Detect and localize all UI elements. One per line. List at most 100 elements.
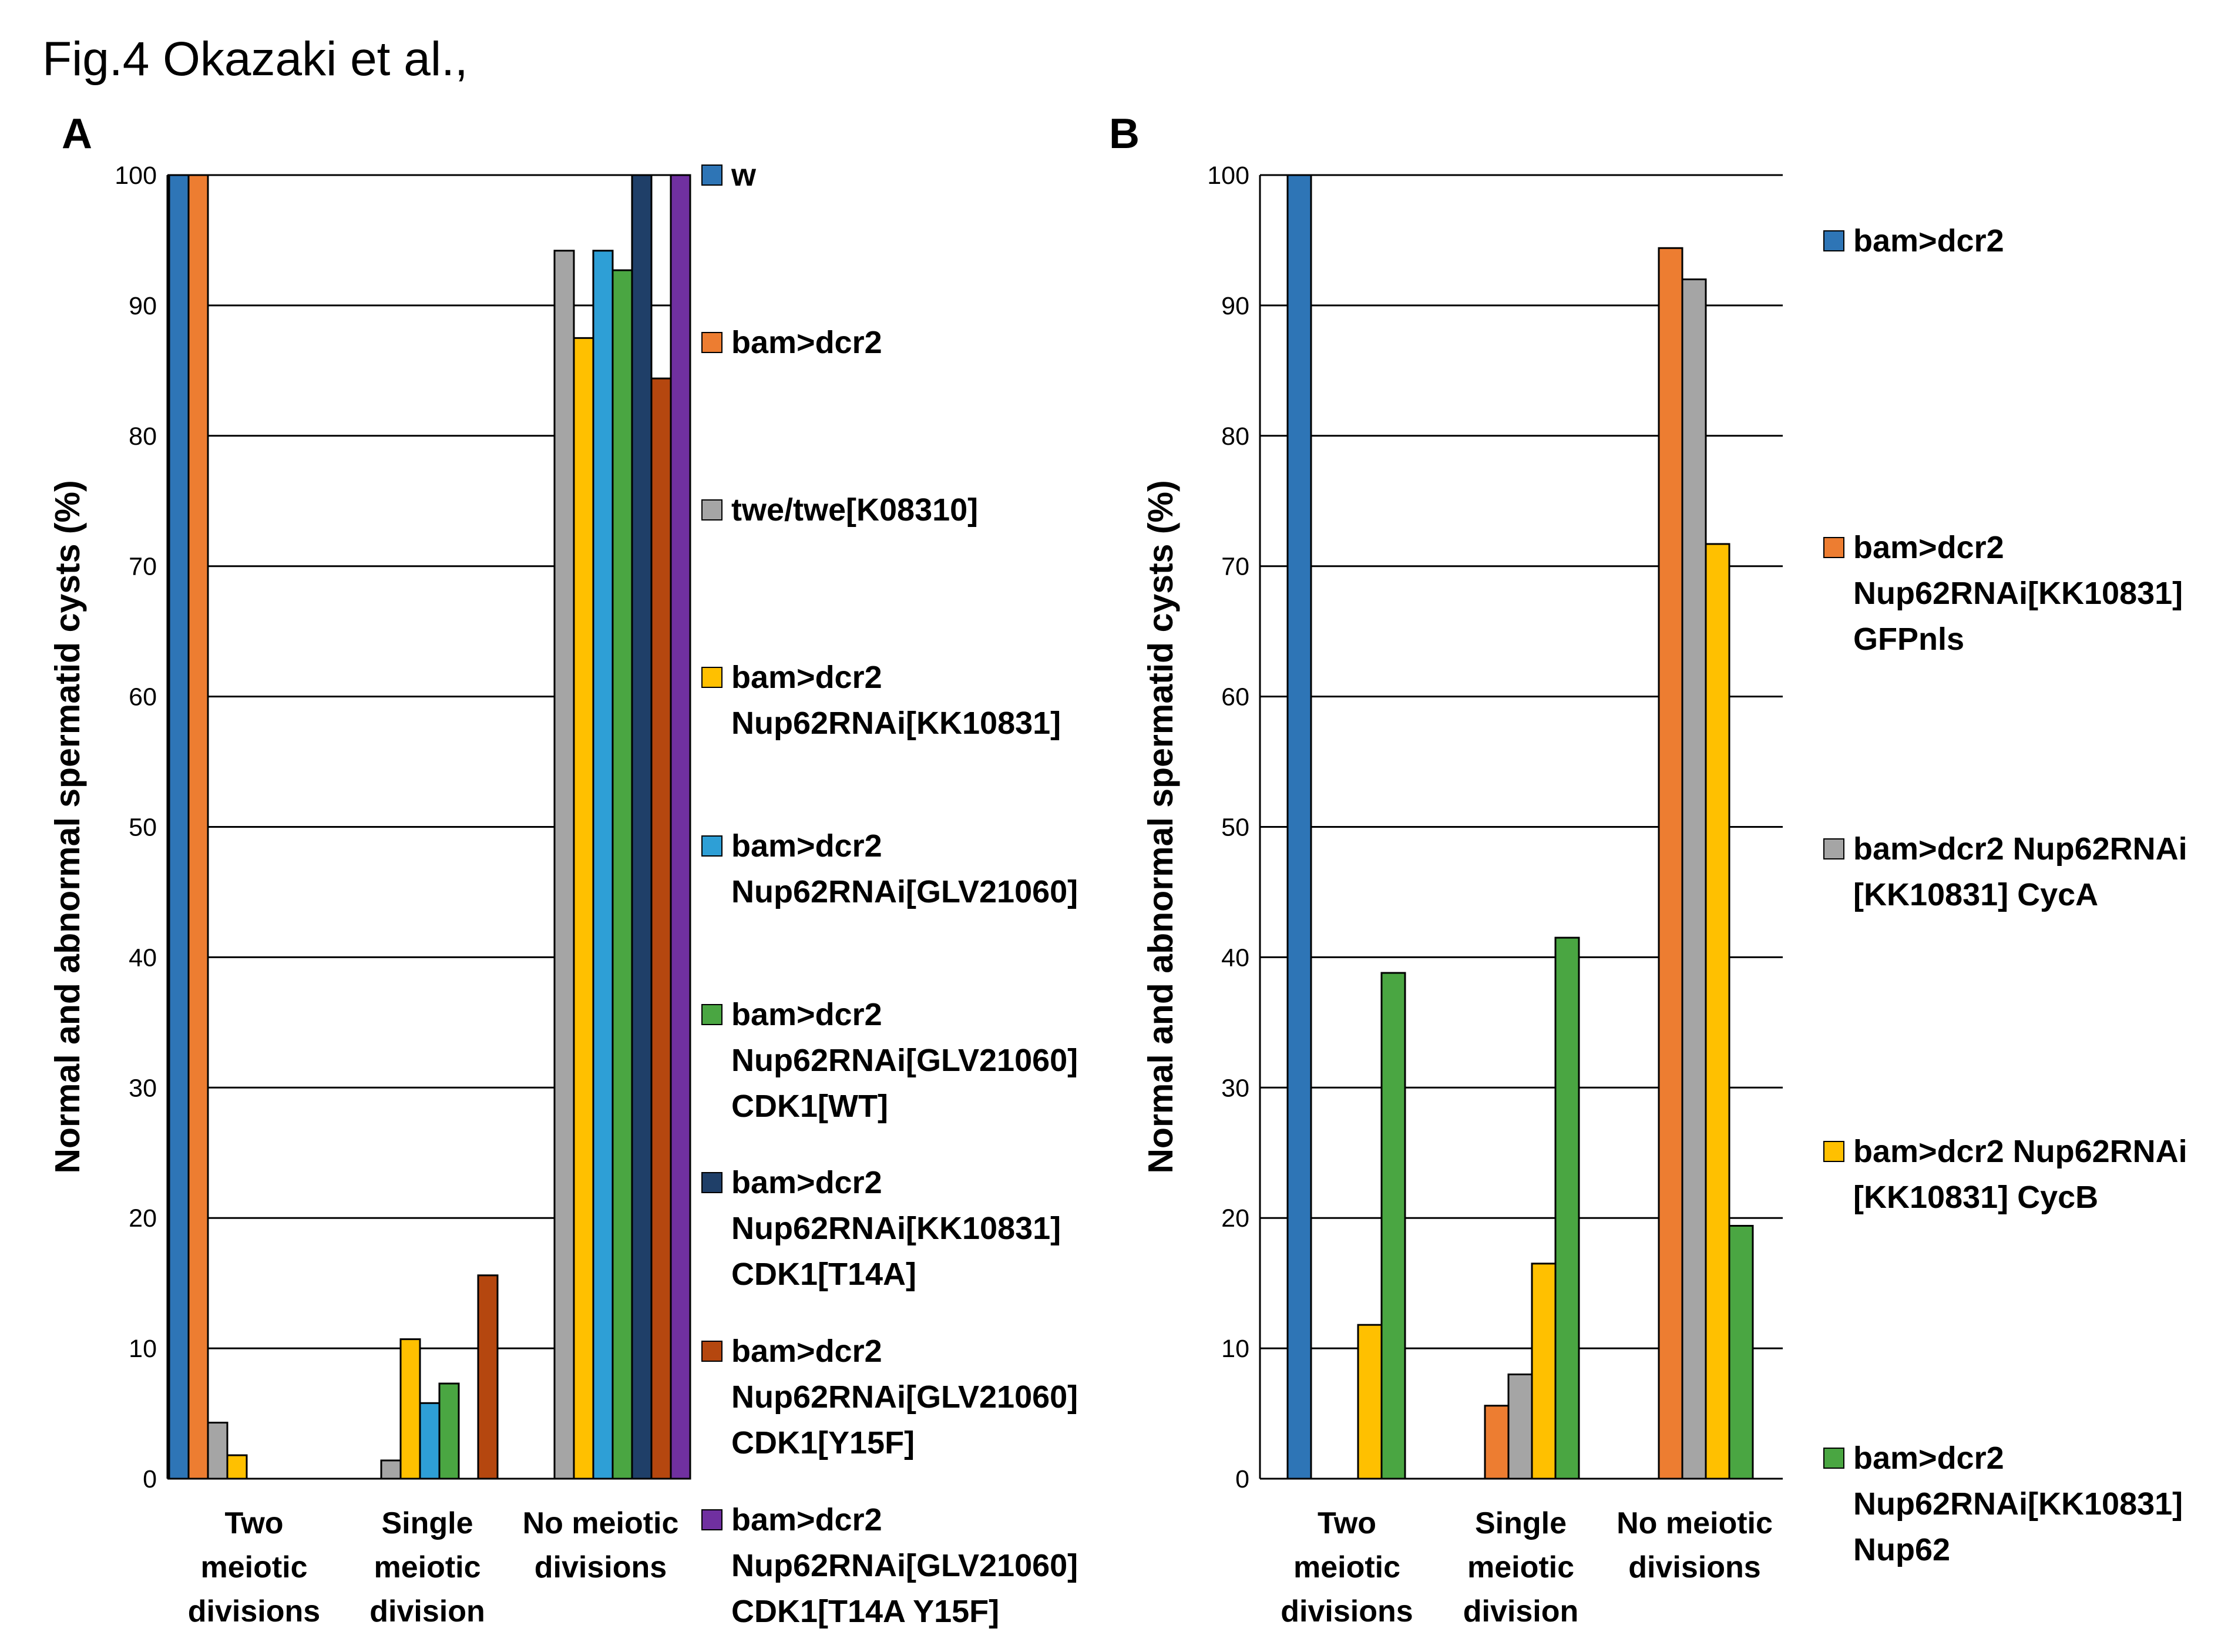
- legend-label: Nup62RNAi[KK10831]: [731, 1211, 1061, 1246]
- legend-label: CDK1[T14A Y15F]: [731, 1594, 999, 1629]
- y-tick-label: 50: [1221, 814, 1249, 842]
- y-tick-label: 80: [129, 422, 157, 451]
- legend-label: bam>dcr2: [1853, 530, 2004, 565]
- x-category-label: Single: [1475, 1506, 1567, 1540]
- x-category-label: meiotic: [1467, 1550, 1574, 1584]
- bar: [1507, 1373, 1533, 1480]
- legend-label: bam>dcr2: [731, 828, 882, 864]
- legend-label: Nup62RNAi[GLV21060]: [731, 1043, 1078, 1078]
- bar: [438, 1382, 460, 1480]
- y-tick-label: 70: [1221, 553, 1249, 581]
- bar: [419, 1402, 441, 1480]
- y-tick-label: 30: [129, 1074, 157, 1102]
- bar: [1705, 543, 1730, 1480]
- bar: [631, 174, 653, 1480]
- legend-swatch: [1823, 537, 1844, 558]
- x-category-label: meiotic: [374, 1550, 480, 1584]
- legend-label: Nup62RNAi[GLV21060]: [731, 1548, 1078, 1583]
- x-category-label: divisions: [1281, 1594, 1413, 1629]
- legend-label: bam>dcr2: [1853, 223, 2004, 258]
- y-tick-label: 0: [143, 1465, 157, 1493]
- y-tick-label: 90: [129, 292, 157, 320]
- y-tick-label: 20: [1221, 1204, 1249, 1233]
- chart-panel-a: 0 10 20 30 40 50 60 70 80 90 100 Normal and abnorma…: [48, 157, 1078, 1629]
- legend-label: bam>dcr2 Nup62RNAi: [1853, 1134, 2187, 1169]
- bar: [1681, 278, 1707, 1480]
- y-tick-label: 60: [129, 683, 157, 711]
- bar: [207, 1422, 228, 1480]
- legend-label: Nup62RNAi[KK10831]: [1853, 576, 2183, 611]
- y-tick-label: 90: [1221, 292, 1249, 320]
- y-tick-label: 70: [129, 553, 157, 581]
- legend-label: Nup62: [1853, 1532, 1950, 1567]
- bar: [573, 337, 594, 1480]
- y-tick-label: 60: [1221, 683, 1249, 711]
- bar: [1658, 247, 1683, 1480]
- legend-label: w: [731, 157, 757, 193]
- legend-label: bam>dcr2: [731, 1165, 882, 1200]
- bar: [1484, 1405, 1510, 1480]
- legend-label: [KK10831] CycA: [1853, 877, 2098, 912]
- y-tick-label: 100: [1207, 162, 1249, 190]
- legend-swatch: [1823, 1448, 1844, 1469]
- bar: [168, 174, 190, 1480]
- y-tick-label: 20: [129, 1204, 157, 1233]
- bar: [670, 174, 691, 1480]
- x-category-label: divisions: [535, 1550, 667, 1584]
- legend-label: bam>dcr2: [731, 660, 882, 695]
- legend-swatch: [701, 1172, 722, 1193]
- bar: [611, 269, 633, 1480]
- y-axis-title: Normal and abnormal spermatid cysts (%): [48, 480, 87, 1173]
- legend-label: bam>dcr2 Nup62RNAi: [1853, 831, 2187, 867]
- y-tick-label: 50: [129, 814, 157, 842]
- x-category-label: No meiotic: [1617, 1506, 1773, 1540]
- bar: [380, 1459, 402, 1480]
- legend-swatch: [701, 164, 722, 186]
- bar: [1286, 174, 1312, 1480]
- bar: [650, 377, 672, 1480]
- bar: [592, 250, 614, 1480]
- x-category-label: No meiotic: [523, 1506, 679, 1540]
- x-category-label: Two: [1318, 1506, 1376, 1540]
- y-tick-label: 40: [1221, 943, 1249, 972]
- legend-label: CDK1[Y15F]: [731, 1425, 915, 1460]
- panel-a-letter: A: [62, 110, 92, 157]
- bar: [1531, 1262, 1557, 1480]
- bar: [477, 1274, 499, 1480]
- bar: [187, 174, 209, 1480]
- bar: [1554, 936, 1580, 1480]
- legend-swatch: [1823, 230, 1844, 251]
- legend-label: bam>dcr2: [731, 325, 882, 360]
- legend-swatch: [701, 499, 722, 521]
- y-tick-label: 10: [129, 1335, 157, 1363]
- legend-label: bam>dcr2: [731, 1502, 882, 1537]
- y-tick-label: 0: [1235, 1465, 1249, 1493]
- chart-panel-b: 0 10 20 30 40 50 60 70 80 90 100 Normal and abnorma…: [1141, 162, 2187, 1629]
- legend-label: Nup62RNAi[KK10831]: [1853, 1486, 2183, 1522]
- x-category-label: Two: [224, 1506, 283, 1540]
- figure-title: Fig.4 Okazaki et al.,: [42, 32, 468, 86]
- legend-label: GFPnls: [1853, 622, 1964, 657]
- x-category-label: divisions: [188, 1594, 320, 1629]
- x-category-label: meiotic: [1293, 1550, 1400, 1584]
- bar: [226, 1454, 248, 1480]
- legend-swatch: [701, 835, 722, 857]
- bar: [1380, 972, 1406, 1480]
- legend-label: twe/twe[K08310]: [731, 492, 978, 528]
- legend-label: Nup62RNAi[GLV21060]: [731, 1379, 1078, 1415]
- legend-swatch: [701, 667, 722, 688]
- x-category-label: division: [1463, 1594, 1578, 1629]
- legend-swatch: [701, 1509, 722, 1530]
- legend-label: CDK1[T14A]: [731, 1257, 916, 1292]
- legend-swatch: [1823, 1141, 1844, 1162]
- legend-label: bam>dcr2: [731, 1334, 882, 1369]
- y-axis-title: Normal and abnormal spermatid cysts (%): [1141, 480, 1180, 1173]
- x-category-label: division: [369, 1594, 485, 1629]
- legend-label: [KK10831] CycB: [1853, 1180, 2098, 1215]
- legend-swatch: [1823, 838, 1844, 859]
- legend-label: Nup62RNAi[KK10831]: [731, 706, 1061, 741]
- y-tick-label: 40: [129, 943, 157, 972]
- legend-label: CDK1[WT]: [731, 1089, 888, 1124]
- legend-label: bam>dcr2: [1853, 1441, 2004, 1476]
